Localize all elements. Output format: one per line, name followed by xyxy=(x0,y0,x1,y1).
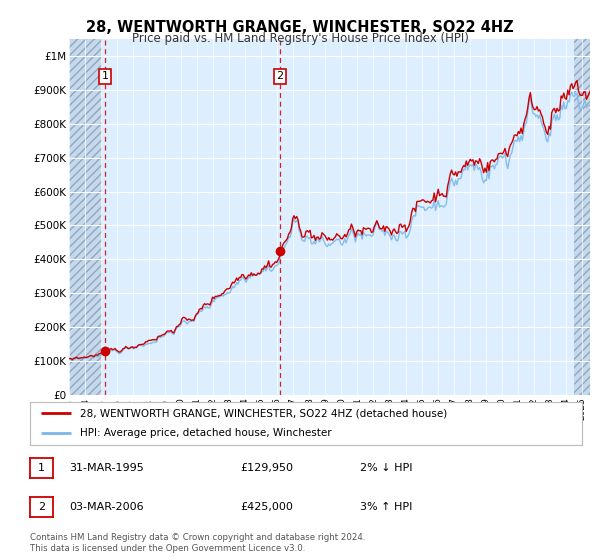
Text: 3% ↑ HPI: 3% ↑ HPI xyxy=(360,502,412,512)
Text: 2% ↓ HPI: 2% ↓ HPI xyxy=(360,463,413,473)
Bar xyxy=(69,39,103,395)
Bar xyxy=(69,39,103,395)
Text: Price paid vs. HM Land Registry's House Price Index (HPI): Price paid vs. HM Land Registry's House … xyxy=(131,32,469,45)
Text: 28, WENTWORTH GRANGE, WINCHESTER, SO22 4HZ: 28, WENTWORTH GRANGE, WINCHESTER, SO22 4… xyxy=(86,20,514,35)
Text: 28, WENTWORTH GRANGE, WINCHESTER, SO22 4HZ (detached house): 28, WENTWORTH GRANGE, WINCHESTER, SO22 4… xyxy=(80,408,447,418)
Text: 1: 1 xyxy=(38,463,45,473)
Text: 31-MAR-1995: 31-MAR-1995 xyxy=(69,463,144,473)
Text: 1: 1 xyxy=(101,72,109,81)
Text: Contains HM Land Registry data © Crown copyright and database right 2024.
This d: Contains HM Land Registry data © Crown c… xyxy=(30,533,365,553)
Bar xyxy=(574,39,590,395)
Text: 2: 2 xyxy=(38,502,45,512)
Bar xyxy=(574,39,590,395)
Text: £129,950: £129,950 xyxy=(240,463,293,473)
Text: HPI: Average price, detached house, Winchester: HPI: Average price, detached house, Winc… xyxy=(80,428,331,438)
Text: 03-MAR-2006: 03-MAR-2006 xyxy=(69,502,143,512)
Text: 2: 2 xyxy=(277,72,284,81)
Text: £425,000: £425,000 xyxy=(240,502,293,512)
